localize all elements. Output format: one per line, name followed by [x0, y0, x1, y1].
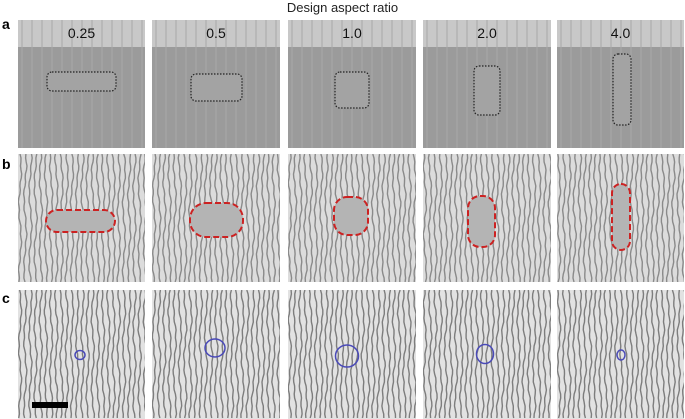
experiment-panel-2.0 — [423, 290, 551, 419]
design-outline — [334, 71, 370, 109]
row-label-b: b — [2, 156, 11, 172]
experimental-outline — [204, 338, 226, 358]
aspect-ratio-label: 0.5 — [206, 25, 226, 41]
simulated-outline — [611, 183, 631, 251]
design-panel-2.0: 2.0 — [423, 20, 551, 148]
simulation-image — [152, 154, 280, 282]
aspect-ratio-label: 4.0 — [610, 25, 631, 41]
simulation-panel-1.0 — [288, 154, 416, 282]
design-panel-4.0: 4.0 — [557, 20, 684, 148]
experiment-image — [423, 290, 551, 419]
figure-title: Design aspect ratio — [286, 0, 399, 15]
row-label-a: a — [2, 16, 10, 32]
experiment-image — [288, 290, 416, 419]
experimental-outline — [475, 343, 495, 365]
design-panel-0.25: 0.25 — [18, 20, 145, 148]
experiment-panel-0.25 — [18, 290, 145, 419]
simulation-panel-0.25 — [18, 154, 145, 282]
simulated-outline — [333, 196, 369, 236]
simulation-image — [18, 154, 145, 282]
experimental-outline — [334, 344, 360, 368]
simulation-image — [288, 154, 416, 282]
experiment-image — [557, 290, 684, 419]
experiment-panel-1.0 — [288, 290, 416, 419]
aspect-ratio-label: 2.0 — [477, 25, 497, 41]
design-image — [288, 20, 416, 148]
experimental-outline — [74, 349, 86, 361]
simulation-image — [557, 154, 684, 282]
simulation-panel-2.0 — [423, 154, 551, 282]
row-label-c: c — [2, 290, 10, 306]
simulated-outline — [467, 195, 496, 248]
simulation-image — [423, 154, 551, 282]
design-image — [152, 20, 280, 148]
design-outline — [473, 65, 501, 116]
simulation-panel-0.5 — [152, 154, 280, 282]
simulated-outline — [189, 202, 244, 238]
aspect-ratio-label: 1.0 — [342, 25, 362, 41]
design-panel-0.5: 0.5 — [152, 20, 280, 148]
experimental-outline — [616, 349, 626, 361]
design-image — [557, 20, 684, 148]
design-outline — [612, 53, 632, 126]
design-panel-1.0: 1.0 — [288, 20, 416, 148]
design-outline — [46, 71, 117, 92]
design-image — [18, 20, 145, 148]
experiment-image — [152, 290, 280, 419]
aspect-ratio-label: 0.25 — [67, 25, 96, 41]
simulated-outline — [45, 209, 116, 233]
experiment-image — [18, 290, 145, 419]
design-outline — [190, 73, 243, 102]
simulation-panel-4.0 — [557, 154, 684, 282]
experiment-panel-4.0 — [557, 290, 684, 419]
scale-bar — [32, 402, 68, 408]
design-image — [423, 20, 551, 148]
experiment-panel-0.5 — [152, 290, 280, 419]
